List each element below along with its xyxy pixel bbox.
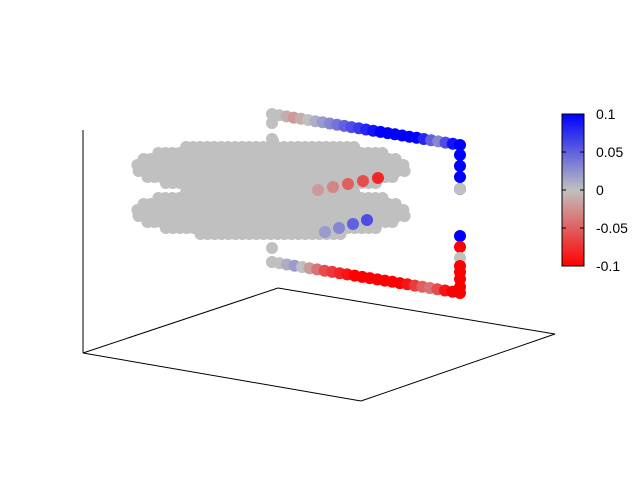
axes-box [82, 130, 556, 402]
frame-left-point [266, 133, 278, 145]
frame-right-point [454, 281, 466, 293]
disk-band-point [357, 175, 369, 187]
floor-front-left-edge [82, 352, 362, 402]
frame-left-point [266, 242, 278, 254]
colorbar-tick-label: 0.05 [596, 144, 623, 160]
floor-front-right-edge [360, 333, 556, 402]
frame-right-point [454, 241, 466, 253]
disk-2-point [369, 222, 382, 234]
colorbar: 0.1 0.05 0 -0.05 -0.1 [561, 106, 628, 274]
frame-top-point [454, 139, 466, 151]
frame-right-point [454, 160, 466, 172]
frame-right-point [454, 183, 466, 195]
frame-right-point [454, 171, 466, 183]
frame-left-point [266, 117, 278, 129]
disk-band-point [342, 178, 354, 190]
disk-band-point [312, 184, 324, 196]
disk-band-point [372, 172, 384, 184]
disk-1-point [386, 171, 399, 183]
colorbar-tick-label: -0.05 [596, 220, 628, 236]
colorbar-tick-label: 0 [596, 182, 604, 198]
floor-back-left-edge [82, 287, 279, 354]
disk-2-point [386, 216, 399, 228]
colorbar-tick-label: 0.1 [596, 106, 616, 122]
disk-band-point [361, 214, 373, 226]
colorbar-tick-label: -0.1 [596, 258, 620, 274]
frame-right-point [454, 149, 466, 161]
frame-right-point [454, 230, 466, 242]
floor-back-right-edge [277, 287, 556, 335]
frame-left-point [266, 256, 278, 268]
disk-1-point [398, 165, 411, 177]
disk-2-point [398, 210, 411, 222]
disk-band-point [319, 226, 331, 238]
disk-band-point [347, 218, 359, 230]
disk-band-point [327, 181, 339, 193]
data-points [131, 108, 466, 299]
disk-band-point [333, 222, 345, 234]
